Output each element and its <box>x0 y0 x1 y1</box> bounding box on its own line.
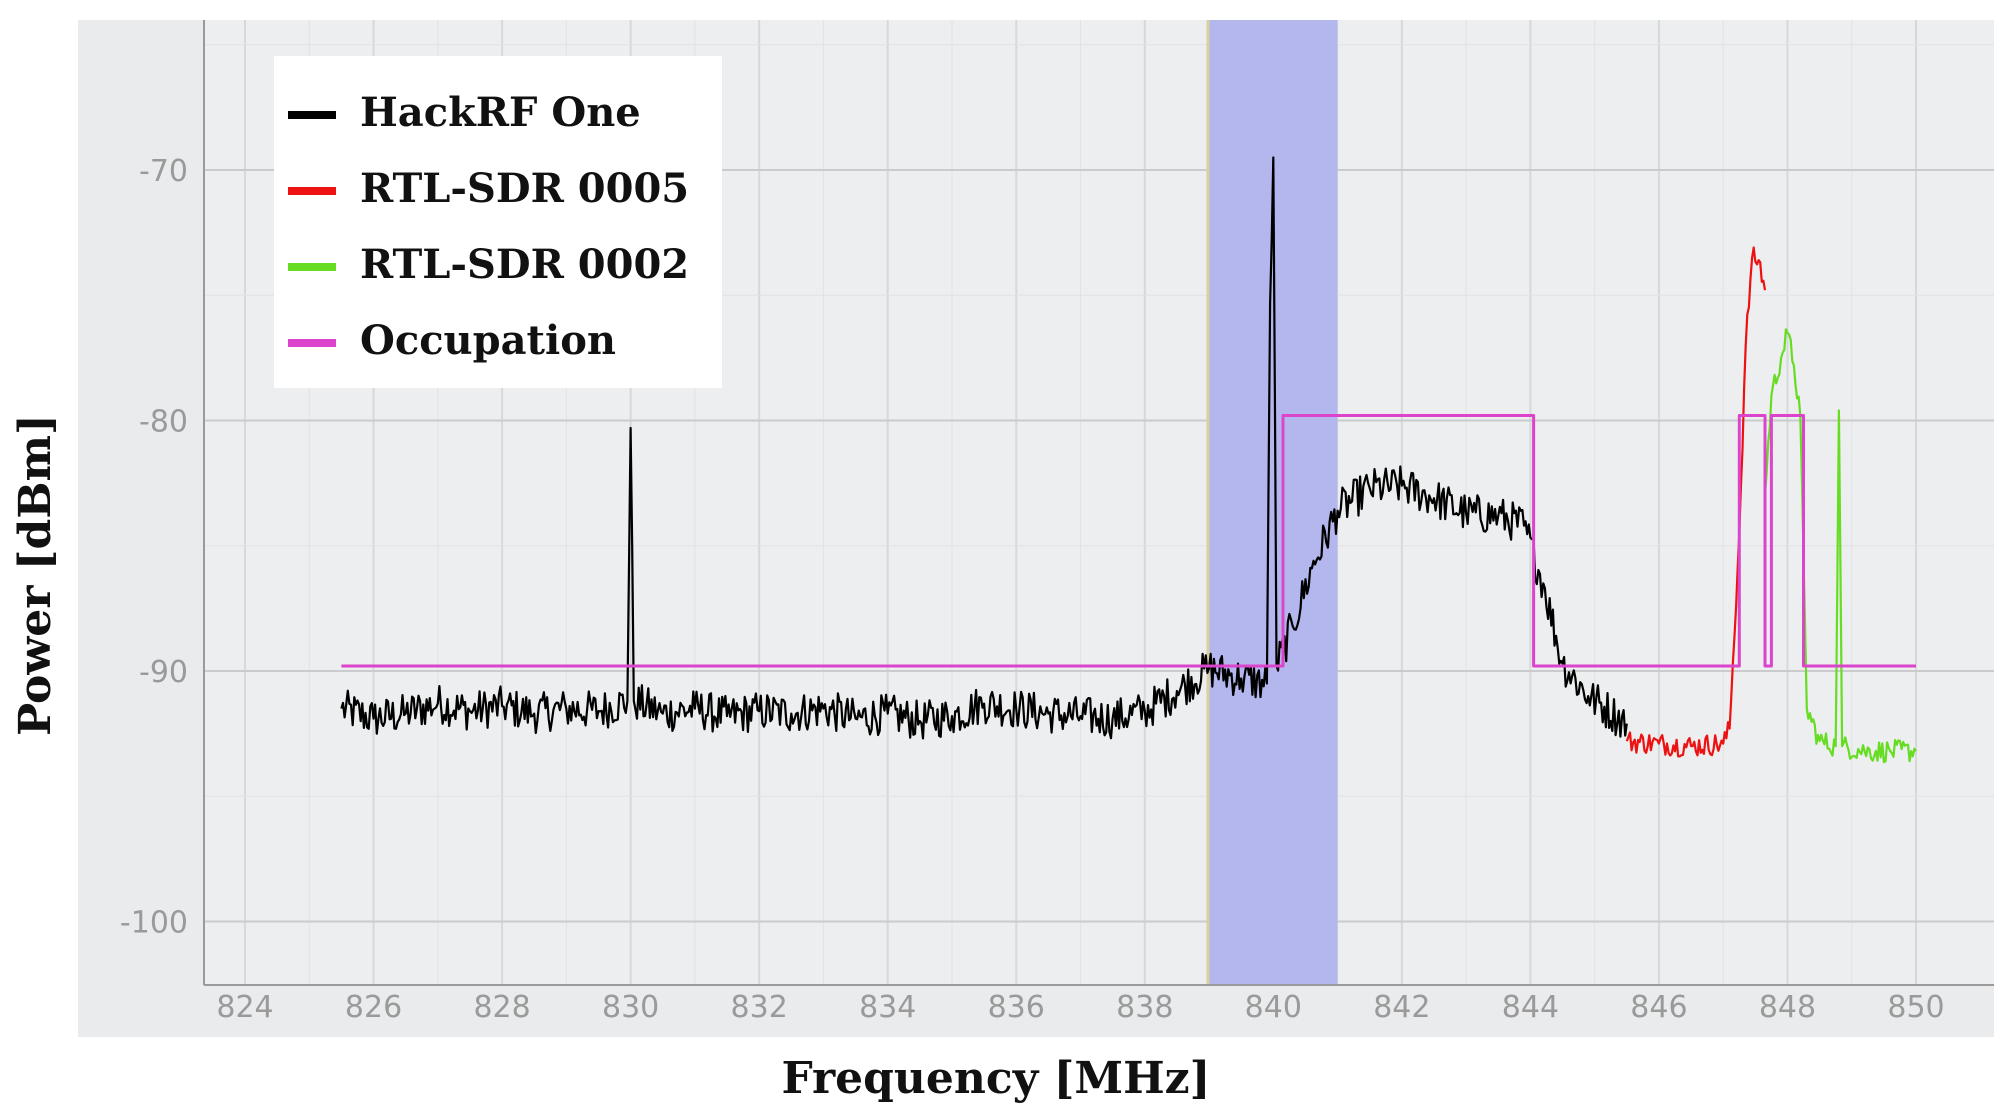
x-tick-label: 846 <box>1630 990 1687 1025</box>
x-tick-label: 824 <box>216 990 273 1025</box>
x-tick-label: 826 <box>345 990 402 1025</box>
x-tick-label: 834 <box>859 990 916 1025</box>
legend-label-rtl-0005: RTL-SDR 0005 <box>360 165 689 212</box>
legend-label-hackrf: HackRF One <box>360 89 641 136</box>
y-tick-label: -70 <box>139 154 188 189</box>
x-tick-label: 838 <box>1116 990 1173 1025</box>
series-line-rtl-sdr-0005 <box>1625 246 1767 758</box>
series-layer <box>340 156 1917 764</box>
x-tick-label: 850 <box>1887 990 1944 1025</box>
legend: HackRF One RTL-SDR 0005 RTL-SDR 0002 Occ… <box>274 56 722 388</box>
x-tick-label: 840 <box>1245 990 1302 1025</box>
x-tick-label: 836 <box>988 990 1045 1025</box>
legend-label-occupation: Occupation <box>360 317 616 364</box>
x-tick-label: 832 <box>731 990 788 1025</box>
y-tick-label: -100 <box>120 906 188 941</box>
series-line-rtl-sdr-0002 <box>1763 328 1917 764</box>
y-tick-label: -90 <box>139 655 188 690</box>
x-tick-label: 830 <box>602 990 659 1025</box>
x-tick-label: 844 <box>1502 990 1559 1025</box>
grid-lines <box>204 20 1994 985</box>
x-tick-label: 848 <box>1759 990 1816 1025</box>
series-line-occupation <box>341 414 1916 668</box>
tick-labels: 824 826 828 830 832 834 836 838 840 842 844 846 848 8… <box>120 154 1945 1025</box>
x-tick-label: 828 <box>473 990 530 1025</box>
x-tick-label: 842 <box>1373 990 1430 1025</box>
y-tick-label: -80 <box>139 405 188 440</box>
y-axis-title: Power [dBm] <box>10 414 61 736</box>
x-axis-title: Frequency [MHz] <box>782 1053 1211 1104</box>
legend-box <box>274 56 722 388</box>
legend-label-rtl-0002: RTL-SDR 0002 <box>360 241 689 288</box>
series-line-hackrf-one <box>340 156 1628 740</box>
